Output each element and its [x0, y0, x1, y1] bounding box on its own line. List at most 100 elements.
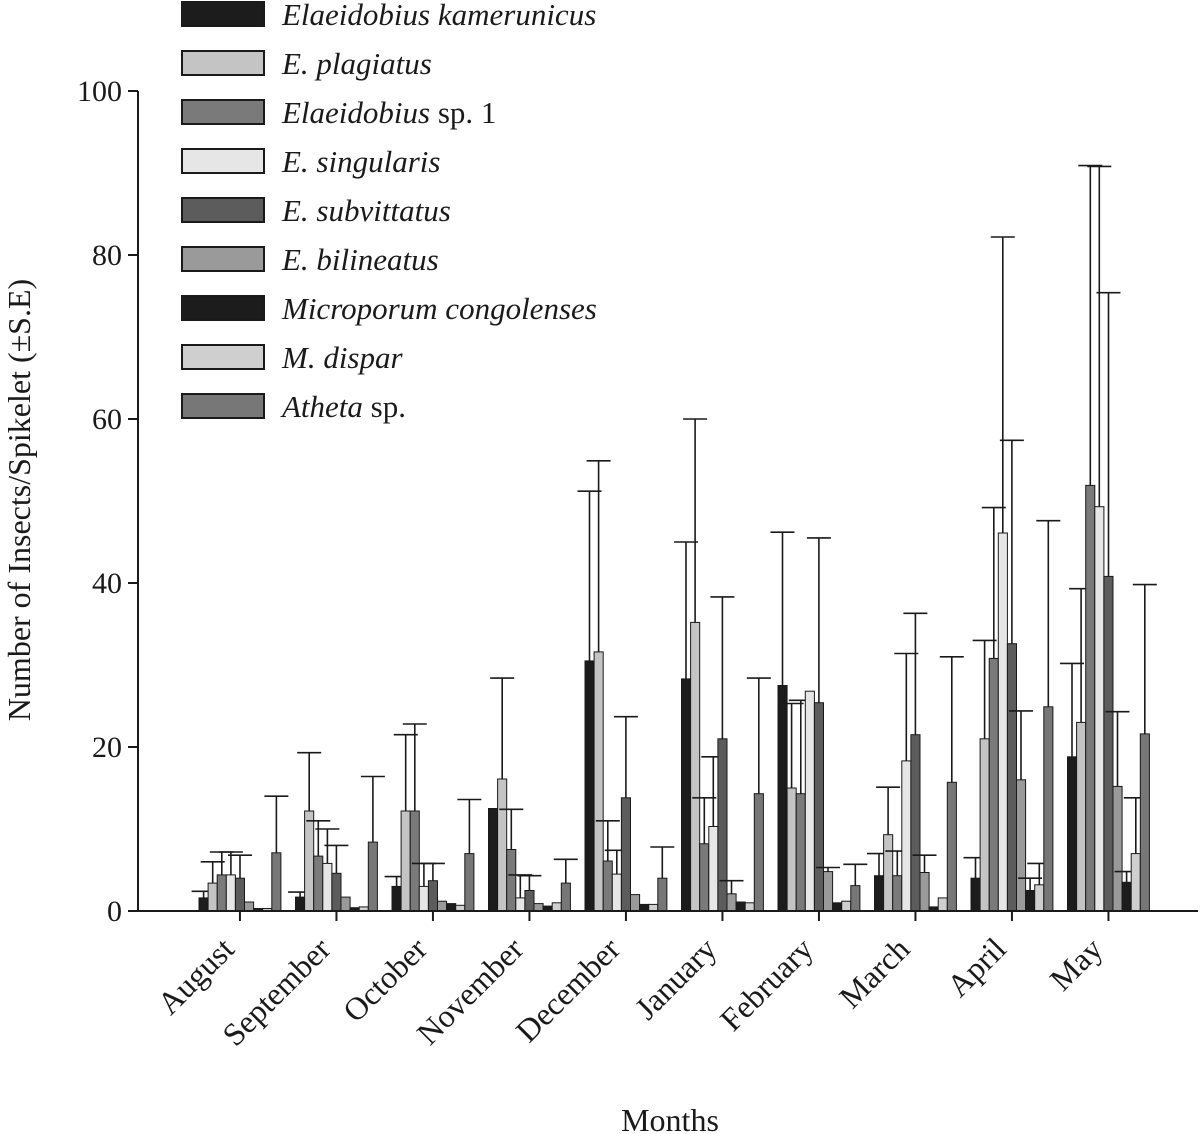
bar — [331, 872, 342, 912]
bar — [340, 896, 351, 912]
bar — [937, 897, 948, 912]
bar — [533, 903, 544, 912]
bar — [551, 902, 562, 912]
bar — [744, 902, 755, 912]
legend-label: Atheta sp. — [280, 389, 406, 424]
x-tick-label: May — [1042, 930, 1109, 997]
x-tick-label: August — [150, 930, 241, 1021]
legend-item: M. dispar — [181, 340, 404, 375]
y-tick-label: 20 — [92, 731, 122, 764]
bar — [850, 885, 861, 912]
legend-item: E. subvittatus — [181, 193, 451, 228]
x-tick-label: November — [409, 930, 530, 1051]
bar — [786, 787, 797, 912]
bar — [198, 897, 209, 912]
bar — [1103, 575, 1114, 912]
bar — [602, 860, 613, 912]
bar — [271, 852, 282, 912]
legend-item: Elaeidobius kamerunicus — [181, 0, 596, 32]
bar — [919, 872, 930, 912]
bar — [795, 793, 806, 912]
x-tick-label: February — [713, 930, 820, 1037]
bar — [409, 810, 420, 912]
bar — [1043, 706, 1054, 912]
y-axis: 0 20 40 60 80 100 — [77, 75, 139, 928]
bar — [910, 734, 921, 912]
y-tick-label: 100 — [77, 75, 122, 108]
legend-label: E. plagiatus — [281, 46, 432, 81]
bar — [892, 875, 903, 912]
bar — [753, 793, 764, 912]
legend-label: Elaeidobius sp. 1 — [281, 95, 496, 130]
bar — [988, 657, 999, 912]
legend-swatch — [181, 344, 265, 370]
bar — [997, 532, 1008, 912]
bar — [874, 875, 885, 912]
bar — [427, 880, 438, 912]
bar — [1094, 506, 1105, 912]
bar — [446, 903, 457, 912]
legend-label: E. bilineatus — [281, 242, 439, 277]
legend-item: E. bilineatus — [181, 242, 439, 277]
bar-group-november — [488, 677, 578, 912]
bar — [1112, 785, 1123, 912]
bar — [699, 843, 710, 912]
bar — [946, 781, 957, 912]
bar — [690, 621, 701, 912]
bar — [804, 690, 815, 912]
bar — [901, 760, 912, 912]
bar — [234, 877, 245, 912]
bar-group-december — [577, 459, 675, 912]
y-tick-label: 80 — [92, 239, 122, 272]
bar — [620, 797, 632, 912]
bar — [418, 885, 429, 912]
bar-group-august — [191, 795, 289, 912]
legend-swatch — [181, 50, 265, 76]
bar — [295, 896, 306, 912]
legend-label: Elaeidobius kamerunicus — [281, 0, 596, 32]
bar — [735, 901, 746, 912]
bar — [657, 877, 668, 912]
bar — [832, 902, 843, 912]
legend: Elaeidobius kamerunicus E. plagiatus Elaei… — [181, 0, 597, 424]
bar — [630, 894, 641, 912]
bar-group-january — [674, 418, 771, 912]
bar — [1121, 881, 1132, 912]
bar — [584, 660, 595, 912]
bar — [524, 890, 535, 912]
bar-group-march — [867, 612, 964, 912]
bar — [400, 810, 411, 912]
bar — [777, 685, 788, 912]
bar — [883, 834, 894, 912]
bar — [304, 810, 315, 912]
bar — [313, 855, 324, 912]
bar — [813, 702, 825, 912]
legend-item: Atheta sp. — [181, 389, 406, 424]
bar — [1006, 643, 1018, 912]
bar-group-may — [1060, 164, 1157, 912]
x-axis-title: Months — [621, 1102, 719, 1134]
legend-item: Microporum congolenses — [181, 291, 597, 326]
y-axis-title: Number of Insects/Spikelet (±S.E) — [1, 279, 37, 721]
bar — [497, 778, 508, 912]
y-tick-label: 40 — [92, 567, 122, 600]
legend-item: E. plagiatus — [181, 46, 432, 81]
legend-swatch — [181, 148, 265, 174]
bar — [437, 900, 448, 912]
bar — [216, 874, 227, 912]
bar-group-april — [963, 236, 1061, 912]
legend-swatch — [181, 295, 265, 321]
bar — [726, 893, 737, 912]
bar — [717, 738, 728, 912]
bar — [1025, 890, 1036, 912]
bar — [244, 901, 255, 912]
y-tick-label: 60 — [92, 403, 122, 436]
bar — [464, 853, 475, 912]
bar — [1085, 484, 1096, 912]
legend-label: E. singularis — [281, 144, 440, 179]
x-tick-label: December — [508, 930, 627, 1049]
bar — [1076, 721, 1087, 912]
legend-label: M. dispar — [281, 340, 404, 375]
bar — [611, 873, 622, 912]
